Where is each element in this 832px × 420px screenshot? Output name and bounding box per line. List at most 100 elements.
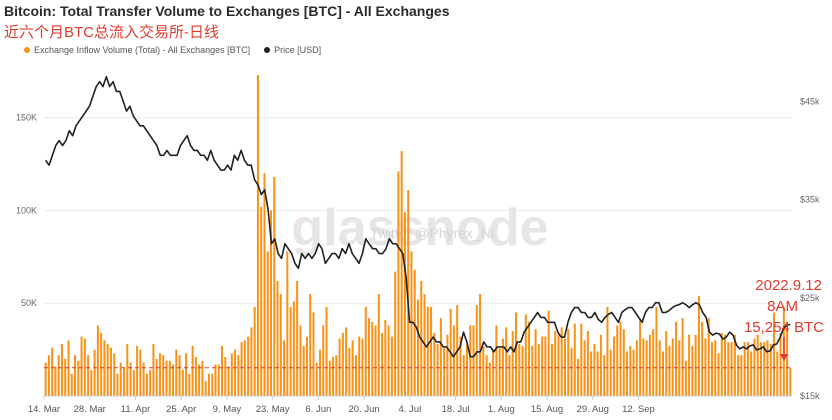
inflow-bar[interactable] bbox=[786, 327, 789, 396]
inflow-bar[interactable] bbox=[289, 306, 292, 396]
inflow-bar[interactable] bbox=[332, 357, 335, 396]
inflow-bar[interactable] bbox=[443, 347, 446, 396]
inflow-bar[interactable] bbox=[482, 345, 485, 396]
inflow-bar[interactable] bbox=[279, 293, 282, 396]
inflow-bar[interactable] bbox=[573, 323, 576, 396]
inflow-bar[interactable] bbox=[214, 364, 217, 396]
inflow-bar[interactable] bbox=[580, 323, 583, 396]
inflow-bar[interactable] bbox=[511, 331, 514, 396]
inflow-bar[interactable] bbox=[247, 336, 250, 396]
inflow-bar[interactable] bbox=[750, 351, 753, 396]
inflow-bar[interactable] bbox=[514, 312, 518, 397]
inflow-bar[interactable] bbox=[619, 321, 622, 396]
inflow-bar[interactable] bbox=[341, 332, 344, 396]
inflow-bar[interactable] bbox=[593, 344, 596, 396]
inflow-bar[interactable] bbox=[273, 177, 276, 396]
inflow-bar[interactable] bbox=[312, 312, 315, 397]
inflow-bar[interactable] bbox=[756, 334, 759, 396]
inflow-bar[interactable] bbox=[403, 212, 406, 396]
inflow-bar[interactable] bbox=[697, 295, 700, 396]
inflow-bar[interactable] bbox=[44, 362, 47, 396]
inflow-bar[interactable] bbox=[407, 190, 410, 396]
inflow-bar[interactable] bbox=[668, 345, 671, 396]
inflow-bar[interactable] bbox=[240, 342, 243, 396]
inflow-bar[interactable] bbox=[51, 347, 54, 396]
inflow-bar[interactable] bbox=[354, 355, 357, 396]
inflow-bar[interactable] bbox=[590, 351, 593, 396]
inflow-bar[interactable] bbox=[123, 368, 126, 396]
inflow-bar[interactable] bbox=[155, 358, 158, 396]
inflow-bar[interactable] bbox=[165, 360, 168, 396]
inflow-bar[interactable] bbox=[769, 344, 772, 396]
inflow-bar[interactable] bbox=[410, 251, 413, 396]
inflow-bar[interactable] bbox=[678, 340, 681, 396]
inflow-bar[interactable] bbox=[126, 344, 129, 396]
inflow-bar[interactable] bbox=[465, 344, 469, 396]
inflow-bar[interactable] bbox=[658, 340, 661, 396]
inflow-bar[interactable] bbox=[299, 325, 302, 396]
inflow-bar[interactable] bbox=[374, 325, 377, 396]
inflow-bar[interactable] bbox=[472, 325, 475, 396]
inflow-bar[interactable] bbox=[629, 345, 632, 396]
inflow-bar[interactable] bbox=[263, 173, 266, 396]
inflow-bar[interactable] bbox=[492, 349, 495, 396]
inflow-bar[interactable] bbox=[547, 310, 550, 396]
inflow-bar[interactable] bbox=[570, 347, 573, 396]
inflow-bar[interactable] bbox=[452, 325, 455, 396]
inflow-bar[interactable] bbox=[557, 334, 560, 396]
inflow-bar[interactable] bbox=[119, 362, 122, 396]
inflow-bar[interactable] bbox=[541, 336, 544, 396]
inflow-bar[interactable] bbox=[204, 381, 207, 396]
inflow-bar[interactable] bbox=[717, 353, 720, 396]
inflow-bar[interactable] bbox=[253, 306, 256, 396]
inflow-bar[interactable] bbox=[639, 318, 642, 396]
inflow-bar[interactable] bbox=[534, 329, 537, 396]
inflow-bar[interactable] bbox=[109, 347, 112, 396]
inflow-bar[interactable] bbox=[737, 355, 740, 396]
inflow-bar[interactable] bbox=[779, 332, 782, 396]
inflow-bar[interactable] bbox=[554, 331, 557, 396]
inflow-bar[interactable] bbox=[475, 305, 478, 396]
inflow-bar[interactable] bbox=[129, 362, 132, 396]
inflow-bar[interactable] bbox=[652, 329, 655, 396]
inflow-bar[interactable] bbox=[136, 345, 139, 396]
inflow-bar[interactable] bbox=[227, 366, 230, 396]
inflow-bar[interactable] bbox=[292, 301, 295, 396]
inflow-bar[interactable] bbox=[152, 344, 155, 396]
inflow-bar[interactable] bbox=[730, 342, 733, 396]
inflow-bar[interactable] bbox=[688, 334, 691, 396]
inflow-bar[interactable] bbox=[430, 306, 433, 396]
inflow-bar[interactable] bbox=[544, 336, 547, 396]
inflow-bar[interactable] bbox=[103, 340, 106, 396]
inflow-bar[interactable] bbox=[286, 251, 289, 396]
inflow-bar[interactable] bbox=[609, 349, 612, 396]
inflow-bar[interactable] bbox=[567, 329, 570, 396]
inflow-bar[interactable] bbox=[325, 306, 328, 396]
inflow-bar[interactable] bbox=[93, 349, 96, 396]
inflow-bar[interactable] bbox=[550, 344, 553, 396]
inflow-bar[interactable] bbox=[446, 334, 449, 396]
inflow-bar[interactable] bbox=[439, 318, 442, 396]
inflow-bar[interactable] bbox=[635, 340, 638, 396]
inflow-bar[interactable] bbox=[60, 344, 63, 396]
inflow-bar[interactable] bbox=[727, 342, 730, 396]
inflow-bar[interactable] bbox=[505, 327, 508, 396]
inflow-bar[interactable] bbox=[201, 360, 204, 396]
inflow-bar[interactable] bbox=[305, 336, 308, 396]
inflow-bar[interactable] bbox=[260, 206, 263, 396]
inflow-bar[interactable] bbox=[309, 293, 312, 396]
inflow-bar[interactable] bbox=[691, 345, 694, 396]
inflow-bar[interactable] bbox=[96, 325, 99, 396]
inflow-bar[interactable] bbox=[485, 355, 488, 396]
inflow-bar[interactable] bbox=[106, 344, 109, 396]
inflow-bar[interactable] bbox=[776, 351, 779, 396]
inflow-bar[interactable] bbox=[90, 370, 93, 396]
inflow-bar[interactable] bbox=[622, 329, 625, 396]
inflow-bar[interactable] bbox=[469, 325, 472, 396]
inflow-bar[interactable] bbox=[74, 355, 77, 396]
inflow-bar[interactable] bbox=[531, 345, 534, 396]
inflow-bar[interactable] bbox=[479, 293, 482, 396]
inflow-bar[interactable] bbox=[665, 331, 668, 396]
inflow-bar[interactable] bbox=[142, 362, 145, 396]
inflow-bar[interactable] bbox=[371, 321, 374, 396]
